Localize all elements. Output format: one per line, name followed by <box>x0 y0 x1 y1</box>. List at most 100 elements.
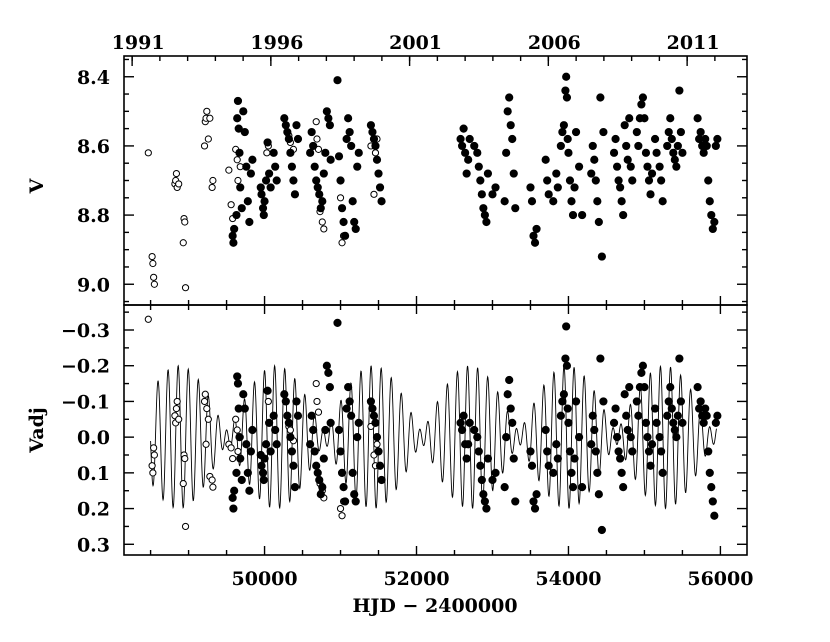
data-point-filled <box>325 121 334 130</box>
data-point-filled <box>246 169 255 178</box>
data-point-filled <box>240 404 249 413</box>
data-point-open <box>203 404 211 413</box>
data-point-filled <box>552 169 561 178</box>
data-point-filled <box>503 107 512 116</box>
data-point-filled <box>526 447 535 456</box>
data-point-filled <box>590 155 599 164</box>
data-point-filled <box>669 418 678 427</box>
data-point-filled <box>287 162 297 171</box>
data-point-filled <box>482 504 491 513</box>
data-point-open <box>227 201 235 209</box>
data-point-filled <box>474 447 483 456</box>
data-point-filled <box>473 433 482 442</box>
data-point-filled <box>245 217 254 227</box>
data-point-filled <box>626 162 635 171</box>
data-point-filled <box>260 197 269 206</box>
data-point-filled <box>623 425 632 435</box>
data-point-filled <box>599 397 608 406</box>
data-point-filled <box>628 176 637 185</box>
data-point-filled <box>614 447 623 456</box>
data-point-filled <box>617 197 626 206</box>
data-point-filled <box>652 418 661 427</box>
data-point-open <box>370 190 378 198</box>
data-point-filled <box>666 383 675 392</box>
data-point-filled <box>543 447 552 456</box>
data-point-filled <box>483 169 493 178</box>
data-point-filled <box>699 418 708 427</box>
data-point-filled <box>280 114 289 123</box>
data-point-filled <box>673 141 682 151</box>
data-point-filled <box>239 390 248 399</box>
data-point-filled <box>675 86 684 95</box>
data-point-filled <box>625 383 634 392</box>
data-point-open <box>172 169 181 178</box>
data-point-filled <box>353 162 362 171</box>
data-point-filled <box>287 447 297 456</box>
data-point-filled <box>713 411 722 420</box>
data-point-filled <box>248 425 257 435</box>
data-point-filled <box>306 440 315 449</box>
data-point-filled <box>266 447 275 456</box>
data-point-filled <box>553 454 562 463</box>
data-point-filled <box>678 148 687 157</box>
data-point-filled <box>591 176 600 185</box>
data-point-filled <box>696 127 705 137</box>
data-point-filled <box>527 461 537 470</box>
data-point-filled <box>312 176 321 185</box>
data-point-filled <box>617 468 626 477</box>
data-point-filled <box>261 176 271 185</box>
data-point-filled <box>663 411 672 420</box>
data-point-filled <box>479 204 488 213</box>
data-point-filled <box>570 183 579 192</box>
data-point-filled <box>283 127 292 137</box>
data-point-filled <box>506 121 515 130</box>
data-point-filled <box>473 148 482 157</box>
data-point-filled <box>290 483 300 492</box>
data-point-open <box>204 135 212 143</box>
data-point-filled <box>269 411 278 420</box>
data-point-filled <box>236 454 245 463</box>
data-point-filled <box>351 497 360 506</box>
data-point-open <box>320 225 328 233</box>
data-point-filled <box>342 404 351 413</box>
data-point-open <box>149 259 157 268</box>
data-point-filled <box>500 197 509 206</box>
data-point-filled <box>672 433 681 442</box>
data-point-filled <box>587 169 596 178</box>
data-point-filled <box>646 190 655 199</box>
data-point-open <box>314 408 323 416</box>
data-point-filled <box>283 411 292 420</box>
data-point-filled <box>559 121 568 130</box>
data-point-open <box>227 444 235 452</box>
data-point-filled <box>479 490 488 499</box>
data-point-open <box>181 284 190 292</box>
data-point-filled <box>261 440 271 449</box>
data-point-filled <box>459 124 468 133</box>
data-point-filled <box>503 390 512 399</box>
upper-panel-frame <box>123 55 748 306</box>
data-point-filled <box>508 418 517 427</box>
lower-panel-points <box>144 315 722 535</box>
data-point-filled <box>316 490 325 499</box>
data-point-filled <box>334 425 344 435</box>
data-point-open <box>286 426 294 434</box>
data-point-open <box>338 239 346 247</box>
data-point-open <box>263 149 271 157</box>
data-point-filled <box>647 169 657 178</box>
data-point-filled <box>705 197 714 206</box>
lower-panel-ticks: −0.3 −0.2 −0.1 0.0 0.1 0.2 0.3 <box>61 311 747 556</box>
data-point-filled <box>232 210 241 220</box>
data-point-open <box>338 512 346 520</box>
data-point-filled <box>476 176 485 185</box>
data-point-filled <box>571 127 581 137</box>
y-tick-label: 0.1 <box>77 463 110 485</box>
data-point-open <box>175 180 183 188</box>
data-point-filled <box>701 134 710 144</box>
data-point-filled <box>246 447 255 456</box>
data-point-filled <box>265 418 274 427</box>
data-point-open <box>148 252 156 261</box>
data-point-open <box>336 194 345 202</box>
data-point-filled <box>293 134 303 144</box>
data-point-open <box>233 156 241 164</box>
data-point-filled <box>578 210 587 220</box>
